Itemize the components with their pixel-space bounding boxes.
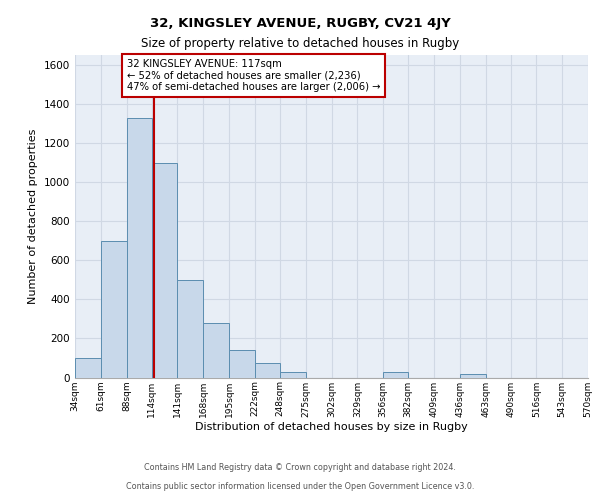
Y-axis label: Number of detached properties: Number of detached properties [28,128,38,304]
Bar [229,350,255,378]
Text: 32, KINGSLEY AVENUE, RUGBY, CV21 4JY: 32, KINGSLEY AVENUE, RUGBY, CV21 4JY [149,18,451,30]
X-axis label: Distribution of detached houses by size in Rugby: Distribution of detached houses by size … [195,422,468,432]
Bar [152,162,178,378]
Bar [178,280,203,378]
Bar [75,358,101,378]
Bar [203,323,229,378]
Bar [101,240,127,378]
Text: Contains HM Land Registry data © Crown copyright and database right 2024.: Contains HM Land Registry data © Crown c… [144,464,456,472]
Bar [383,372,408,378]
Text: Contains public sector information licensed under the Open Government Licence v3: Contains public sector information licen… [126,482,474,491]
Bar [460,374,485,378]
Bar [255,363,280,378]
Text: Size of property relative to detached houses in Rugby: Size of property relative to detached ho… [141,38,459,51]
Text: 32 KINGSLEY AVENUE: 117sqm
← 52% of detached houses are smaller (2,236)
47% of s: 32 KINGSLEY AVENUE: 117sqm ← 52% of deta… [127,59,380,92]
Bar [280,372,305,378]
Bar [127,118,152,378]
